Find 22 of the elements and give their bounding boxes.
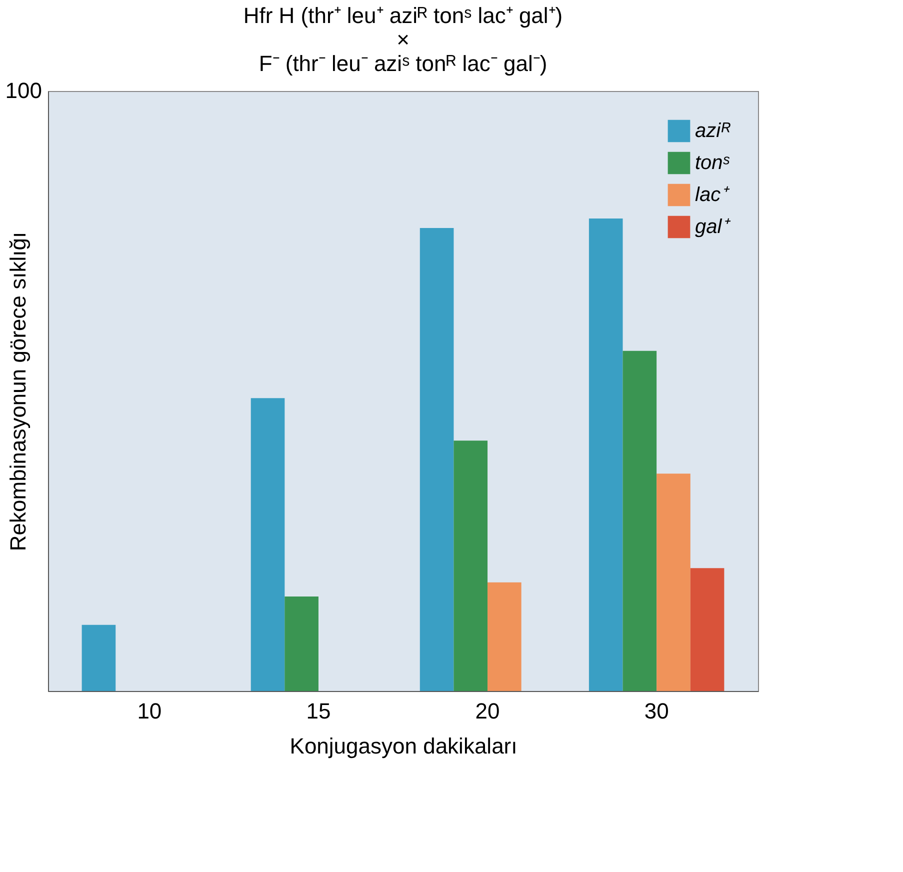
x-tick-label: 10: [137, 698, 162, 724]
bar: [488, 582, 522, 691]
chart-title: Hfr H (thr⁺ leu⁺ aziᴿ tonˢ lac⁺ gal⁺) × F⁻ (thr⁻ leu⁻ aziˢ tonᴿ lac⁻ gal⁻): [243, 3, 563, 76]
bar: [420, 228, 454, 691]
legend-label: lac⁺: [695, 184, 731, 206]
x-tick-label: 15: [306, 698, 331, 724]
legend-label: gal⁺: [695, 216, 732, 238]
bar: [82, 624, 116, 691]
bar: [588, 218, 623, 691]
y-axis-title: Rekombinasyonun görece sıklığı: [6, 232, 30, 552]
bar: [250, 398, 285, 691]
x-tick-label: 30: [644, 698, 669, 724]
bar: [690, 568, 724, 691]
bar: [284, 596, 318, 691]
bar: [656, 474, 690, 691]
x-axis-title: Konjugasyon dakikaları: [290, 734, 518, 758]
bar: [622, 350, 657, 691]
legend-label: tonˢ: [695, 152, 730, 174]
x-tick-label: 20: [475, 698, 500, 724]
text: 100: [5, 78, 42, 103]
bar: [454, 440, 488, 691]
legend-label: aziᴿ: [695, 120, 731, 142]
